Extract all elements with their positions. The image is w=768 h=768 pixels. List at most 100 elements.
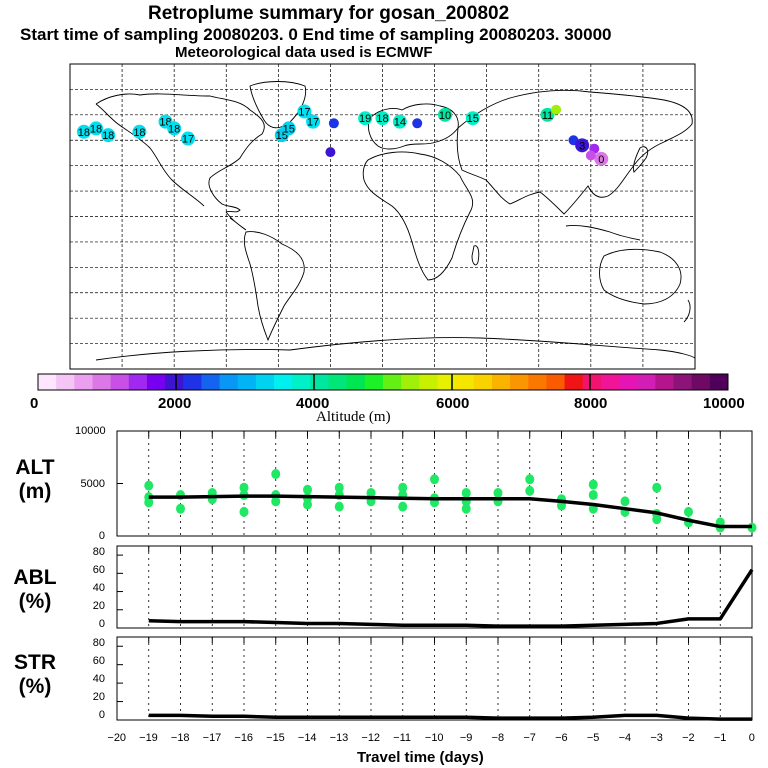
alt-cluster-point xyxy=(398,501,408,512)
alt-cluster-point xyxy=(430,474,439,485)
figure-title: Retroplume summary for gosan_200802 xyxy=(148,3,510,24)
colorbar-swatch xyxy=(709,374,729,390)
plume-marker-label: 17 xyxy=(307,117,319,129)
plume-marker xyxy=(328,118,339,129)
plume-marker-label: 10 xyxy=(439,110,451,122)
colorbar-swatch xyxy=(582,374,602,390)
alt-ylabel: ALT (m) xyxy=(10,456,60,504)
abl-ylabel: ABL (%) xyxy=(10,566,60,614)
x-tick-label: −11 xyxy=(393,732,411,744)
colorbar-tick-4000: 4000 xyxy=(296,395,330,412)
str-ylabel: STR (%) xyxy=(10,651,60,699)
colorbar-swatch xyxy=(219,374,239,390)
coastlines xyxy=(95,81,696,361)
plume-marker xyxy=(551,104,562,115)
colorbar-swatch xyxy=(528,374,547,390)
plume-marker xyxy=(167,121,182,136)
plume-marker xyxy=(594,151,609,166)
plume-marker xyxy=(306,114,321,129)
str-ytick-0: 0 xyxy=(98,709,105,721)
colorbar-swatch xyxy=(165,374,184,390)
str-ylabel-line2: (%) xyxy=(18,675,52,698)
plume-marker xyxy=(540,107,555,122)
x-tick-label: 0 xyxy=(748,732,755,744)
colorbar-swatch xyxy=(128,374,148,390)
x-tick-label: −1 xyxy=(713,732,727,744)
colorbar-swatch xyxy=(401,374,420,390)
alt-cluster-point xyxy=(588,479,598,490)
x-tick-label: −14 xyxy=(297,732,317,744)
plume-marker xyxy=(392,114,407,129)
alt-ytick-10000: 10000 xyxy=(75,425,106,437)
colorbar-swatch xyxy=(183,374,202,390)
colorbar-swatch xyxy=(346,374,366,390)
alt-cluster-point xyxy=(461,503,471,514)
colorbar-swatch xyxy=(491,374,511,390)
plume-marker xyxy=(132,124,147,139)
alt-cluster-point xyxy=(239,482,249,493)
colorbar-swatch xyxy=(655,374,675,390)
x-tick-label: −6 xyxy=(555,732,568,744)
x-tick-label: −12 xyxy=(361,732,381,744)
alt-cluster-point xyxy=(334,501,344,512)
str-ylabel-line1: STR xyxy=(14,651,56,674)
plume-marker-label: 18 xyxy=(376,113,388,125)
colorbar-swatch xyxy=(56,374,75,390)
alt-ylabel-line1: ALT xyxy=(15,456,55,479)
alt-cluster-point xyxy=(239,506,249,517)
plume-marker-label: 19 xyxy=(359,113,371,125)
alt-cluster-point xyxy=(588,490,598,501)
x-tick-label: −20 xyxy=(107,732,127,744)
plume-marker-label: 17 xyxy=(298,106,310,118)
alt-cluster-point xyxy=(684,506,693,517)
colorbar-swatch xyxy=(146,374,166,390)
abl-ytick-0: 0 xyxy=(98,618,105,630)
plume-marker xyxy=(358,111,373,126)
abl-ytick-80: 80 xyxy=(92,546,105,558)
plume-marker xyxy=(438,107,452,122)
plume-marker-label: 11 xyxy=(542,110,553,122)
plume-marker xyxy=(101,128,116,143)
colorbar-swatch xyxy=(38,374,57,390)
colorbar-swatch xyxy=(201,374,221,390)
x-tick-label: −16 xyxy=(234,732,254,744)
colorbar-swatch xyxy=(419,374,438,390)
x-tick-label: −3 xyxy=(650,732,663,744)
met-data-line: Meteorological data used is ECMWF xyxy=(175,44,433,61)
alt-panel xyxy=(116,430,757,537)
colorbar-swatch xyxy=(546,374,566,390)
alt-cluster-point xyxy=(334,482,344,493)
colorbar-swatch xyxy=(328,374,348,390)
abl-ytick-20: 20 xyxy=(92,600,105,612)
colorbar-swatch xyxy=(455,374,475,390)
alt-cluster-point xyxy=(461,487,471,498)
x-tick-label: −2 xyxy=(682,732,695,744)
colorbar-tick-6000: 6000 xyxy=(436,395,470,412)
colorbar-swatch xyxy=(237,374,257,390)
x-tick-label: −19 xyxy=(139,732,158,744)
abl-ylabel-line2: (%) xyxy=(18,590,52,613)
colorbar-swatch xyxy=(383,374,402,390)
abl-ylabel-line1: ABL xyxy=(13,566,57,589)
alt-cluster-point xyxy=(366,487,376,498)
alt-ylabel-line2: (m) xyxy=(18,480,52,503)
alt-cluster-point xyxy=(493,487,503,498)
alt-cluster-point xyxy=(271,469,281,480)
alt-cluster-point xyxy=(271,496,281,507)
plume-marker-label: 17 xyxy=(182,134,194,146)
colorbar-swatch xyxy=(473,374,493,390)
x-tick-label: −10 xyxy=(424,732,444,744)
plume-marker-label: 18 xyxy=(78,127,90,139)
colorbar-swatch xyxy=(310,374,330,390)
alt-cluster-point xyxy=(652,482,662,493)
colorbar-swatch xyxy=(510,374,529,390)
colorbar-tick-2000: 2000 xyxy=(158,395,192,412)
x-tick-label: −15 xyxy=(266,732,285,744)
abl-ytick-40: 40 xyxy=(92,582,105,594)
colorbar-swatch xyxy=(619,374,638,390)
colorbar-swatch xyxy=(564,374,584,390)
abl-ytick-60: 60 xyxy=(92,564,105,576)
alt-cluster-point xyxy=(144,497,154,508)
colorbar-swatch xyxy=(437,374,457,390)
